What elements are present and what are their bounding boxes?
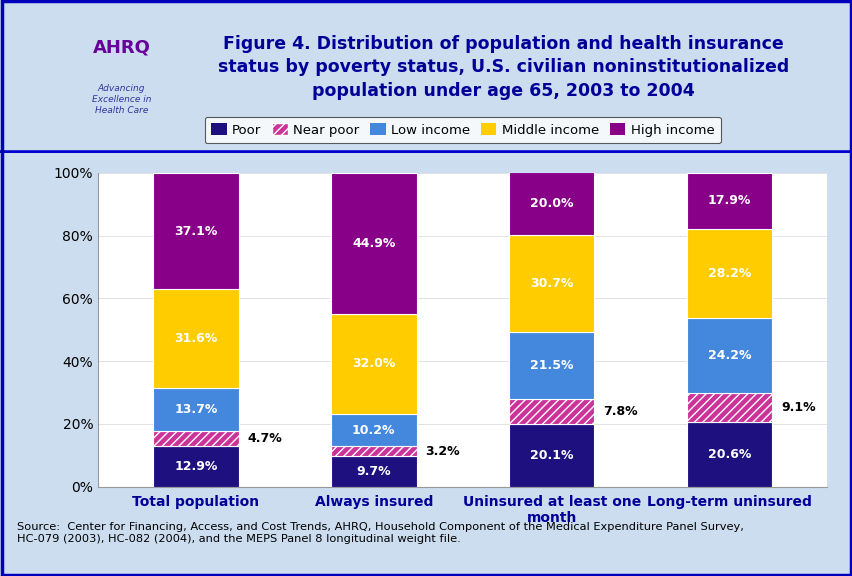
Text: 30.7%: 30.7% bbox=[529, 277, 573, 290]
Bar bbox=[686, 393, 771, 422]
Bar bbox=[686, 229, 771, 317]
Text: 10.2%: 10.2% bbox=[352, 424, 395, 437]
Bar bbox=[153, 173, 239, 289]
Text: Advancing
Excellence in
Health Care: Advancing Excellence in Health Care bbox=[92, 84, 151, 115]
Bar bbox=[686, 173, 771, 229]
Text: 12.9%: 12.9% bbox=[174, 460, 217, 473]
Text: Source:  Center for Financing, Access, and Cost Trends, AHRQ, Household Componen: Source: Center for Financing, Access, an… bbox=[17, 522, 743, 544]
Bar bbox=[509, 172, 594, 235]
Text: AHRQ: AHRQ bbox=[93, 38, 150, 56]
Bar bbox=[331, 446, 416, 456]
Bar bbox=[509, 332, 594, 399]
Text: 24.2%: 24.2% bbox=[707, 349, 751, 362]
Text: 9.1%: 9.1% bbox=[780, 401, 815, 414]
Bar bbox=[509, 399, 594, 423]
Bar bbox=[331, 314, 416, 414]
Bar bbox=[686, 317, 771, 393]
Bar bbox=[153, 289, 239, 388]
Text: 28.2%: 28.2% bbox=[707, 267, 751, 280]
Bar bbox=[153, 431, 239, 446]
Legend: Poor, Near poor, Low income, Middle income, High income: Poor, Near poor, Low income, Middle inco… bbox=[204, 116, 720, 143]
Text: 3.2%: 3.2% bbox=[425, 445, 459, 458]
Text: 31.6%: 31.6% bbox=[174, 332, 217, 346]
Text: 44.9%: 44.9% bbox=[352, 237, 395, 250]
Bar bbox=[153, 446, 239, 487]
Text: 20.0%: 20.0% bbox=[529, 198, 573, 210]
Text: Figure 4. Distribution of population and health insurance
status by poverty stat: Figure 4. Distribution of population and… bbox=[217, 35, 788, 100]
Text: 21.5%: 21.5% bbox=[529, 359, 573, 372]
Bar bbox=[331, 456, 416, 487]
Bar bbox=[686, 422, 771, 487]
Text: 7.8%: 7.8% bbox=[602, 405, 637, 418]
Text: 37.1%: 37.1% bbox=[174, 225, 217, 237]
Text: 13.7%: 13.7% bbox=[174, 403, 217, 416]
Text: 4.7%: 4.7% bbox=[247, 433, 282, 445]
Text: 20.6%: 20.6% bbox=[707, 448, 751, 461]
Bar bbox=[153, 388, 239, 431]
Bar bbox=[509, 235, 594, 332]
Text: 17.9%: 17.9% bbox=[707, 194, 751, 207]
Bar bbox=[331, 173, 416, 314]
Bar bbox=[509, 423, 594, 487]
Bar bbox=[331, 414, 416, 446]
Text: 9.7%: 9.7% bbox=[356, 465, 391, 478]
Text: 32.0%: 32.0% bbox=[352, 358, 395, 370]
Text: 20.1%: 20.1% bbox=[529, 449, 573, 462]
